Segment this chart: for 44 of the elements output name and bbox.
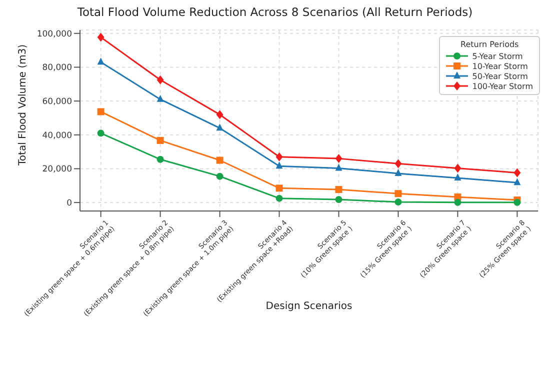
point [97, 130, 104, 137]
point [514, 178, 521, 186]
point [156, 75, 164, 84]
point [97, 32, 104, 42]
point [514, 168, 521, 178]
point [335, 164, 342, 171]
point [454, 174, 462, 181]
point [216, 172, 224, 180]
point [156, 156, 164, 163]
point [335, 196, 342, 203]
legend-label: 100-Year Storm [472, 82, 533, 90]
point [276, 162, 283, 169]
point [276, 152, 283, 162]
chart-title: Total Flood Volume Reduction Across 8 Scenarios (All Return Periods) [76, 5, 474, 19]
point [394, 198, 402, 206]
point [216, 156, 224, 164]
legend-label: 5-Year Storm [472, 52, 523, 60]
point [156, 94, 164, 102]
point [156, 136, 164, 144]
y-tick-label: 80,000 [42, 63, 72, 74]
y-axis-title: Total Flood Volume (m3) [18, 44, 29, 166]
point [394, 168, 402, 176]
y-tick-label: 20,000 [42, 164, 72, 175]
point [216, 124, 224, 131]
y-tick-label: 100,000 [36, 29, 72, 40]
point [97, 108, 104, 116]
point [335, 154, 342, 164]
point [394, 190, 402, 198]
point [276, 194, 283, 202]
x-axis-title: Design Scenarios [266, 301, 352, 312]
legend-label: 50-Year Storm [472, 72, 528, 80]
point [335, 186, 342, 194]
point [276, 184, 283, 192]
point [216, 110, 224, 120]
point [97, 58, 104, 65]
point [454, 198, 462, 206]
point [394, 159, 402, 168]
point [454, 164, 462, 173]
point [514, 198, 521, 206]
legend-label: 10-Year Storm [472, 62, 528, 70]
y-tick-label: 60,000 [42, 97, 72, 108]
y-tick-label: 0 [66, 198, 72, 209]
y-tick-label: 40,000 [42, 130, 72, 141]
legend-title: Return Periods [460, 40, 520, 49]
